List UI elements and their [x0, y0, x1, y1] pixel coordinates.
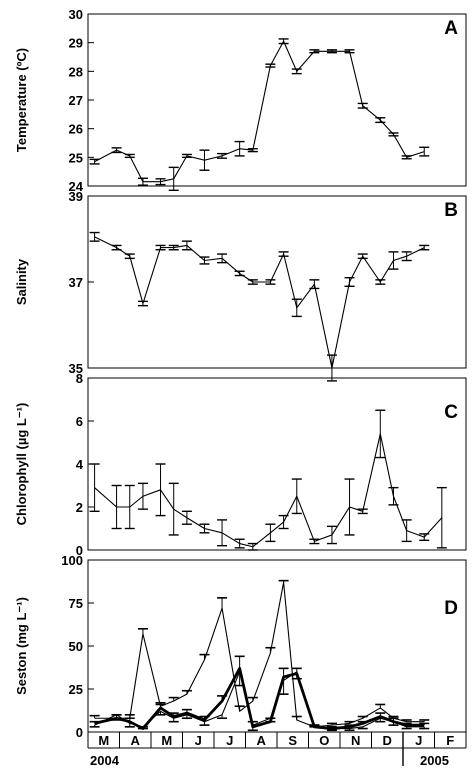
month-label: A [257, 733, 267, 748]
month-label: D [383, 733, 392, 748]
panel-c: C Chlorophyll (µg L⁻¹) 0 2 4 6 8 [14, 371, 467, 558]
panel-b-ticks: 35 37 39 [69, 189, 94, 376]
error-bar [199, 721, 210, 726]
error-bar [89, 725, 100, 728]
month-label: N [351, 733, 360, 748]
panel-d-errorbars [89, 579, 430, 732]
y-tick-label: 27 [69, 93, 83, 108]
panel-d: D Seston (mg L⁻¹) 0 25 50 75 100 [14, 553, 467, 740]
panel-b-ylabel: Salinity [14, 258, 29, 305]
panel-b: B Salinity 35 37 39 [14, 189, 467, 382]
month-label: J [195, 733, 202, 748]
panel-b-letter: B [444, 200, 458, 221]
error-bar [124, 723, 135, 728]
month-axis: M A M J J A S O N D J F 2004 2005 [87, 732, 467, 768]
error-bar [278, 680, 289, 695]
panel-a-letter: A [444, 18, 458, 39]
y-tick-label: 24 [69, 179, 84, 194]
panel-c-letter: C [444, 402, 458, 423]
month-label: J [415, 733, 422, 748]
panel-a-ticks: 24 25 26 27 28 29 30 [69, 7, 94, 194]
y-tick-label: 100 [61, 553, 83, 568]
y-tick-label: 39 [69, 189, 83, 204]
y-tick-label: 4 [76, 457, 84, 472]
panel-d-letter: D [444, 598, 458, 619]
month-label: M [161, 733, 172, 748]
error-bar [137, 627, 148, 634]
y-tick-label: 25 [69, 150, 83, 165]
series-line [94, 433, 443, 548]
y-tick-label: 2 [76, 500, 83, 515]
series-line [94, 40, 425, 183]
month-label: A [131, 733, 141, 748]
year-label-2004: 2004 [90, 753, 120, 768]
month-label: M [98, 733, 109, 748]
y-tick-label: 37 [69, 275, 83, 290]
panel-d-frame [87, 559, 467, 733]
y-tick-label: 0 [76, 543, 83, 558]
panel-a-errorbars [89, 38, 430, 192]
panel-a-frame [87, 13, 467, 187]
error-bar [234, 655, 245, 669]
panel-c-errorbars [89, 409, 447, 551]
panel-a: A Temperature (ºC) 24 25 26 27 28 29 30 [14, 7, 467, 194]
month-label: S [288, 733, 297, 748]
year-label-2005: 2005 [420, 753, 449, 768]
y-tick-label: 75 [69, 596, 83, 611]
panel-c-lines [94, 433, 443, 548]
y-tick-label: 30 [69, 7, 83, 22]
month-label: J [226, 733, 233, 748]
panel-c-ylabel: Chlorophyll (µg L⁻¹) [14, 403, 29, 526]
series-line [94, 236, 425, 369]
panel-b-lines [94, 236, 425, 369]
panel-b-errorbars [89, 231, 430, 382]
y-tick-label: 8 [76, 371, 83, 386]
y-tick-label: 29 [69, 36, 83, 51]
series-line [94, 666, 425, 730]
panel-d-ticks: 0 25 50 75 100 [61, 553, 94, 740]
month-label: O [319, 733, 329, 748]
y-tick-label: 50 [69, 639, 83, 654]
y-tick-label: 6 [76, 414, 83, 429]
panel-b-frame [87, 195, 467, 369]
y-tick-label: 25 [69, 682, 83, 697]
series-line [94, 581, 425, 728]
y-tick-label: 0 [76, 725, 83, 740]
error-bar [217, 597, 228, 609]
y-tick-label: 26 [69, 122, 83, 137]
panel-d-lines [94, 581, 425, 730]
error-bar [168, 718, 179, 723]
panel-a-lines [94, 40, 425, 183]
panel-a-ylabel: Temperature (ºC) [14, 48, 29, 152]
month-label: F [446, 733, 454, 748]
y-tick-label: 35 [69, 361, 83, 376]
y-tick-label: 28 [69, 64, 83, 79]
panel-c-frame [87, 377, 467, 551]
panel-d-ylabel: Seston (mg L⁻¹) [14, 597, 29, 695]
error-bar [375, 703, 386, 708]
